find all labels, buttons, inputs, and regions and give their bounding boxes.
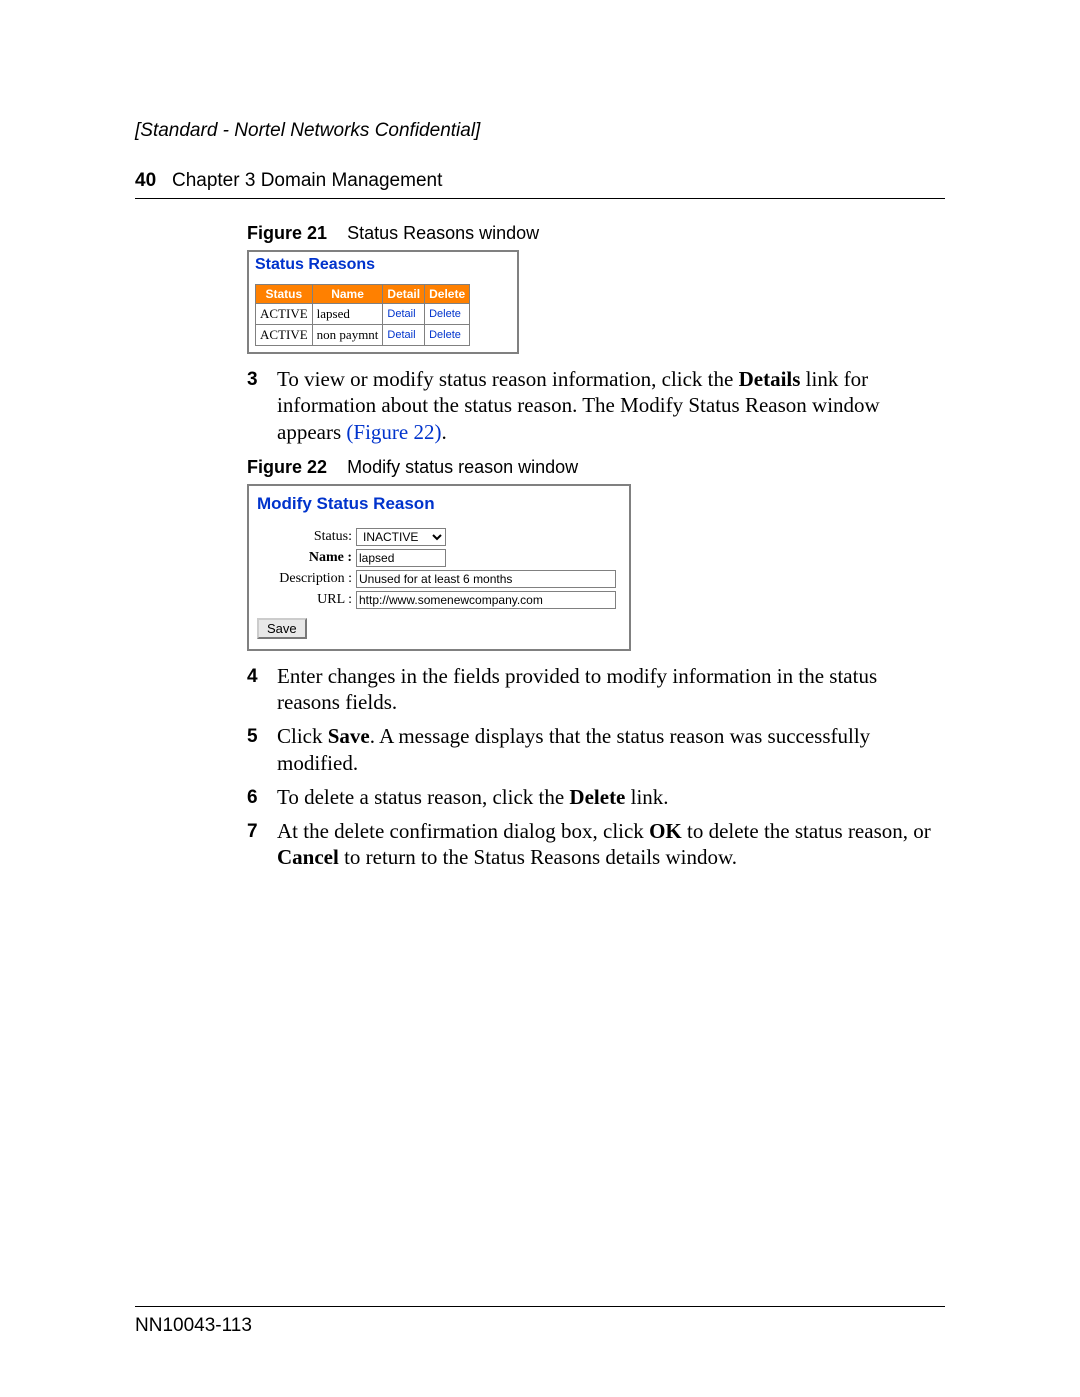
step5-text-a: Click (277, 724, 328, 748)
step-number: 5 (247, 723, 277, 776)
cell-status: ACTIVE (256, 325, 313, 346)
page-footer: NN10043-113 (135, 1306, 945, 1337)
step7-text-a: At the delete confirmation dialog box, c… (277, 819, 649, 843)
modify-status-reason-window: Modify Status Reason Status: INACTIVE Na… (247, 484, 631, 651)
description-label: Description : (257, 571, 356, 587)
figure22-label: Figure 22 (247, 457, 327, 477)
step-body: To delete a status reason, click the Del… (277, 784, 945, 810)
col-name: Name (312, 285, 383, 304)
delete-link[interactable]: Delete (425, 325, 470, 346)
step3-bold: Details (739, 367, 801, 391)
step-body: To view or modify status reason informat… (277, 366, 945, 445)
figure21-caption-text (332, 223, 347, 243)
col-status: Status (256, 285, 313, 304)
chapter-text: Chapter 3 Domain Management (172, 170, 442, 191)
status-reasons-title: Status Reasons (249, 252, 517, 284)
url-row: URL : (257, 591, 621, 609)
step-number: 7 (247, 818, 277, 871)
status-row: Status: INACTIVE (257, 528, 621, 546)
step-7: 7 At the delete confirmation dialog box,… (135, 818, 945, 871)
status-reasons-table: Status Name Detail Delete ACTIVE lapsed … (255, 284, 470, 346)
step7-text-b: to delete the status reason, or (682, 819, 931, 843)
step6-text-a: To delete a status reason, click the (277, 785, 569, 809)
cell-status: ACTIVE (256, 304, 313, 325)
step-3: 3 To view or modify status reason inform… (135, 366, 945, 445)
step-number: 4 (247, 663, 277, 716)
status-reasons-window: Status Reasons Status Name Detail Delete… (247, 250, 519, 354)
figure21-label: Figure 21 (247, 223, 327, 243)
figure21-caption-value: Status Reasons window (347, 223, 539, 243)
step7-bold-b: Cancel (277, 845, 339, 869)
figure21-caption: Figure 21 Status Reasons window (247, 223, 945, 244)
modify-form: Status: INACTIVE Name : Description : UR… (249, 528, 629, 649)
name-label: Name : (257, 550, 356, 566)
description-input[interactable] (356, 570, 616, 588)
url-input[interactable] (356, 591, 616, 609)
modify-status-reason-title: Modify Status Reason (249, 486, 629, 528)
name-row: Name : (257, 549, 621, 567)
delete-link[interactable]: Delete (425, 304, 470, 325)
detail-link[interactable]: Detail (383, 325, 425, 346)
figure22-caption: Figure 22 Modify status reason window (247, 457, 945, 478)
figure22-caption-value: Modify status reason window (347, 457, 578, 477)
table-header-row: Status Name Detail Delete (256, 285, 470, 304)
document-page: [Standard - Nortel Networks Confidential… (0, 0, 1080, 1397)
detail-link[interactable]: Detail (383, 304, 425, 325)
name-input[interactable] (356, 549, 446, 567)
status-label: Status: (257, 529, 356, 545)
url-label: URL : (257, 592, 356, 608)
cell-name: lapsed (312, 304, 383, 325)
table-row: ACTIVE non paymnt Detail Delete (256, 325, 470, 346)
cell-name: non paymnt (312, 325, 383, 346)
step3-text-c: . (441, 420, 446, 444)
col-delete: Delete (425, 285, 470, 304)
status-select[interactable]: INACTIVE (356, 528, 446, 546)
step-number: 6 (247, 784, 277, 810)
col-detail: Detail (383, 285, 425, 304)
page-header: 40 Chapter 3 Domain Management (135, 170, 945, 199)
footer-rule (135, 1306, 945, 1307)
step6-text-b: link. (625, 785, 668, 809)
step6-bold: Delete (569, 785, 625, 809)
step7-text-c: to return to the Status Reasons details … (339, 845, 737, 869)
step-body: At the delete confirmation dialog box, c… (277, 818, 945, 871)
chapter-title (161, 170, 172, 191)
step7-bold-a: OK (649, 819, 682, 843)
figure-link[interactable]: (Figure 22) (346, 420, 441, 444)
doc-id: NN10043-113 (135, 1315, 945, 1337)
page-number: 40 (135, 170, 156, 191)
step-5: 5 Click Save. A message displays that th… (135, 723, 945, 776)
step-4: 4 Enter changes in the fields provided t… (135, 663, 945, 716)
confidential-notice: [Standard - Nortel Networks Confidential… (135, 120, 945, 142)
step-body: Click Save. A message displays that the … (277, 723, 945, 776)
save-button[interactable]: Save (257, 618, 307, 639)
description-row: Description : (257, 570, 621, 588)
step-number: 3 (247, 366, 277, 445)
step-body: Enter changes in the fields provided to … (277, 663, 945, 716)
table-row: ACTIVE lapsed Detail Delete (256, 304, 470, 325)
step-6: 6 To delete a status reason, click the D… (135, 784, 945, 810)
step5-bold: Save (328, 724, 370, 748)
step3-text-a: To view or modify status reason informat… (277, 367, 739, 391)
figure22-spacer (332, 457, 347, 477)
